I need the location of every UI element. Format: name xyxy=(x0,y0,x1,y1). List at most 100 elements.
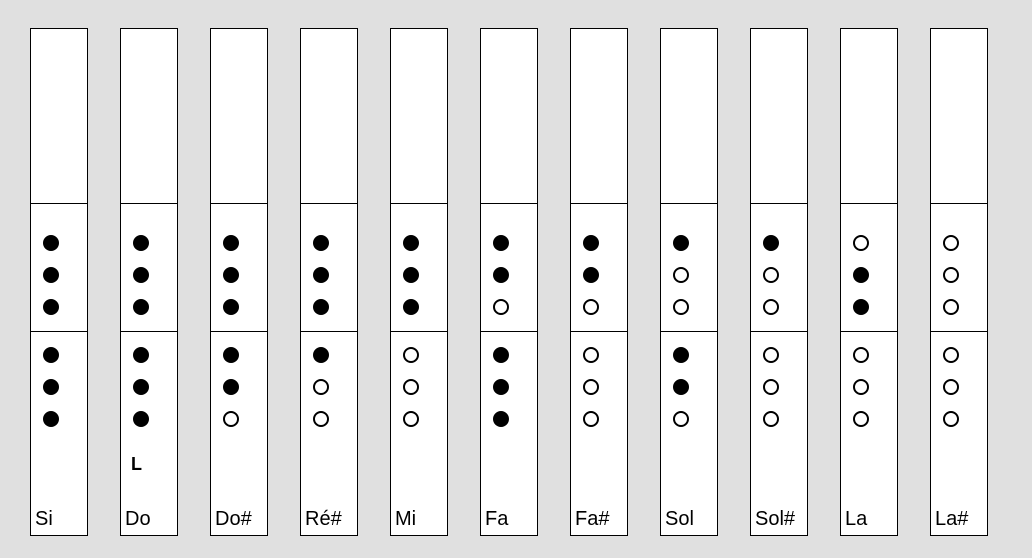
section-divider xyxy=(301,331,357,332)
section-divider xyxy=(841,331,897,332)
hole-closed xyxy=(853,267,869,283)
hole-closed xyxy=(403,267,419,283)
hole-closed xyxy=(313,235,329,251)
hole-open xyxy=(583,347,599,363)
hole-closed xyxy=(763,235,779,251)
hole-closed xyxy=(43,379,59,395)
fingering-column: Fa xyxy=(480,28,538,536)
hole-open xyxy=(943,411,959,427)
section-divider xyxy=(751,331,807,332)
hole-closed xyxy=(313,347,329,363)
hole-closed xyxy=(673,379,689,395)
hole-open xyxy=(673,411,689,427)
hole-open xyxy=(853,379,869,395)
hole-open xyxy=(673,267,689,283)
hole-open xyxy=(943,299,959,315)
section-divider xyxy=(391,331,447,332)
fingering-column: Si xyxy=(30,28,88,536)
hole-closed xyxy=(133,411,149,427)
hole-closed xyxy=(43,411,59,427)
hole-open xyxy=(583,411,599,427)
hole-closed xyxy=(313,299,329,315)
hole-open xyxy=(943,267,959,283)
note-label: Si xyxy=(35,508,53,531)
hole-open xyxy=(493,299,509,315)
section-divider xyxy=(211,203,267,204)
section-divider xyxy=(931,203,987,204)
hole-closed xyxy=(133,235,149,251)
hole-open xyxy=(853,347,869,363)
hole-open xyxy=(403,411,419,427)
hole-closed xyxy=(403,235,419,251)
hole-closed xyxy=(583,235,599,251)
hole-open xyxy=(403,379,419,395)
section-divider xyxy=(571,331,627,332)
section-divider xyxy=(931,331,987,332)
note-label: Do# xyxy=(215,508,252,531)
hole-closed xyxy=(43,347,59,363)
section-divider xyxy=(481,331,537,332)
note-label: Do xyxy=(125,508,151,531)
section-divider xyxy=(121,203,177,204)
hole-closed xyxy=(43,299,59,315)
hole-open xyxy=(763,379,779,395)
hole-open xyxy=(313,379,329,395)
fingering-column: Fa# xyxy=(570,28,628,536)
hole-open xyxy=(763,267,779,283)
hole-closed xyxy=(673,347,689,363)
hole-closed xyxy=(223,299,239,315)
note-label: La# xyxy=(935,508,968,531)
hole-closed xyxy=(43,235,59,251)
section-divider xyxy=(571,203,627,204)
hole-open xyxy=(763,299,779,315)
note-label: Sol xyxy=(665,508,694,531)
hole-closed xyxy=(223,347,239,363)
note-label: Fa xyxy=(485,508,508,531)
fingering-column: La# xyxy=(930,28,988,536)
section-divider xyxy=(481,203,537,204)
hole-closed xyxy=(493,411,509,427)
hole-open xyxy=(583,299,599,315)
hole-open xyxy=(763,347,779,363)
note-label: Sol# xyxy=(755,508,795,531)
section-divider xyxy=(391,203,447,204)
section-divider xyxy=(211,331,267,332)
hole-closed xyxy=(493,235,509,251)
hole-closed xyxy=(133,267,149,283)
hole-closed xyxy=(493,267,509,283)
fingering-column: Sol xyxy=(660,28,718,536)
section-divider xyxy=(121,331,177,332)
section-divider xyxy=(751,203,807,204)
hole-closed xyxy=(223,267,239,283)
fingering-column: Do# xyxy=(210,28,268,536)
section-divider xyxy=(31,331,87,332)
section-divider xyxy=(31,203,87,204)
hole-closed xyxy=(43,267,59,283)
hole-closed xyxy=(403,299,419,315)
section-divider xyxy=(301,203,357,204)
hole-closed xyxy=(493,347,509,363)
fingering-column: La xyxy=(840,28,898,536)
half-hole-mark: L xyxy=(131,455,142,473)
section-divider xyxy=(661,203,717,204)
hole-closed xyxy=(133,347,149,363)
hole-open xyxy=(313,411,329,427)
hole-closed xyxy=(583,267,599,283)
fingering-column: Ré# xyxy=(300,28,358,536)
hole-open xyxy=(853,235,869,251)
hole-open xyxy=(583,379,599,395)
hole-open xyxy=(223,411,239,427)
hole-open xyxy=(943,379,959,395)
hole-open xyxy=(943,235,959,251)
note-label: La xyxy=(845,508,867,531)
hole-open xyxy=(403,347,419,363)
hole-closed xyxy=(673,235,689,251)
note-label: Mi xyxy=(395,508,416,531)
hole-closed xyxy=(853,299,869,315)
hole-open xyxy=(673,299,689,315)
note-label: Fa# xyxy=(575,508,609,531)
hole-closed xyxy=(313,267,329,283)
fingering-column: Sol# xyxy=(750,28,808,536)
section-divider xyxy=(661,331,717,332)
fingering-chart: Si L Do Do# Ré# Mi Fa Fa# Sol Sol# La La# xyxy=(0,0,1032,558)
